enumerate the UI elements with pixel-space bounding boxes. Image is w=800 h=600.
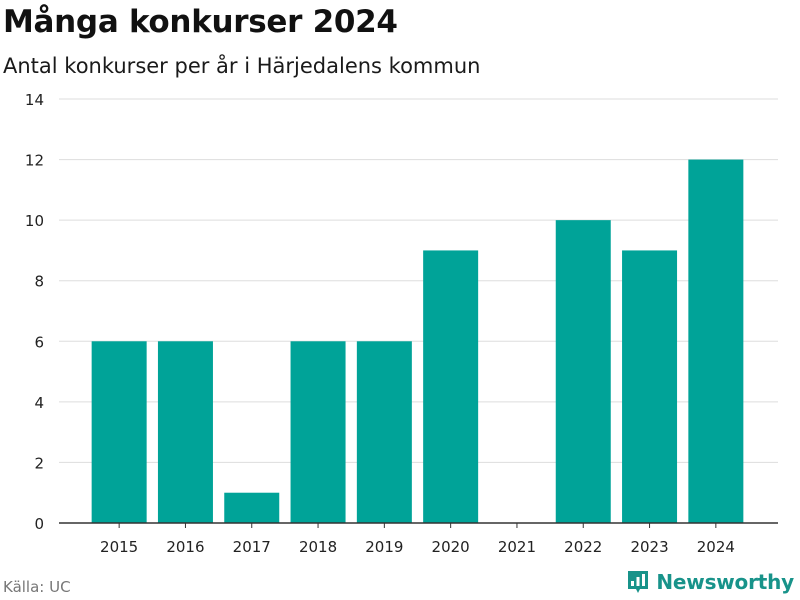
bar (688, 159, 744, 524)
x-tick-label: 2024 (697, 538, 735, 556)
newsworthy-logo-icon (628, 571, 649, 593)
y-axis-ticks: 0 2 4 6 8 10 12 14 (25, 91, 44, 533)
chart-subtitle: Antal konkurser per år i Härjedalens kom… (3, 54, 481, 78)
bar (290, 341, 346, 523)
y-tick-label: 12 (25, 152, 44, 170)
bar (622, 250, 678, 523)
x-tick-label: 2019 (365, 538, 403, 556)
y-tick-label: 8 (34, 273, 44, 291)
y-tick-label: 6 (34, 333, 44, 351)
brand-name: Newsworthy (656, 570, 794, 594)
x-axis: 2015 2016 2017 2018 2019 2020 2021 2022 2023 2024 (59, 522, 778, 556)
y-tick-label: 0 (34, 515, 44, 533)
x-tick-label: 2023 (630, 538, 668, 556)
x-tick-label: 2020 (432, 538, 470, 556)
bar (423, 250, 479, 523)
x-tick-label: 2021 (498, 538, 536, 556)
x-tick-label: 2018 (299, 538, 337, 556)
bar (157, 341, 213, 523)
bar (224, 492, 280, 523)
chart-title: Många konkurser 2024 (3, 4, 398, 40)
x-tick-label: 2022 (564, 538, 602, 556)
x-tick-label: 2017 (233, 538, 271, 556)
bars (91, 159, 744, 524)
y-tick-label: 14 (25, 91, 44, 109)
x-tick-label: 2015 (100, 538, 138, 556)
bar (356, 341, 412, 523)
brand-logo: Newsworthy (626, 569, 794, 595)
y-tick-label: 2 (34, 454, 44, 472)
y-tick-label: 10 (25, 212, 44, 230)
x-tick-label: 2016 (166, 538, 204, 556)
bar (555, 220, 611, 523)
bar (91, 341, 147, 523)
y-tick-label: 4 (34, 394, 44, 412)
source-note: Källa: UC (3, 578, 71, 596)
